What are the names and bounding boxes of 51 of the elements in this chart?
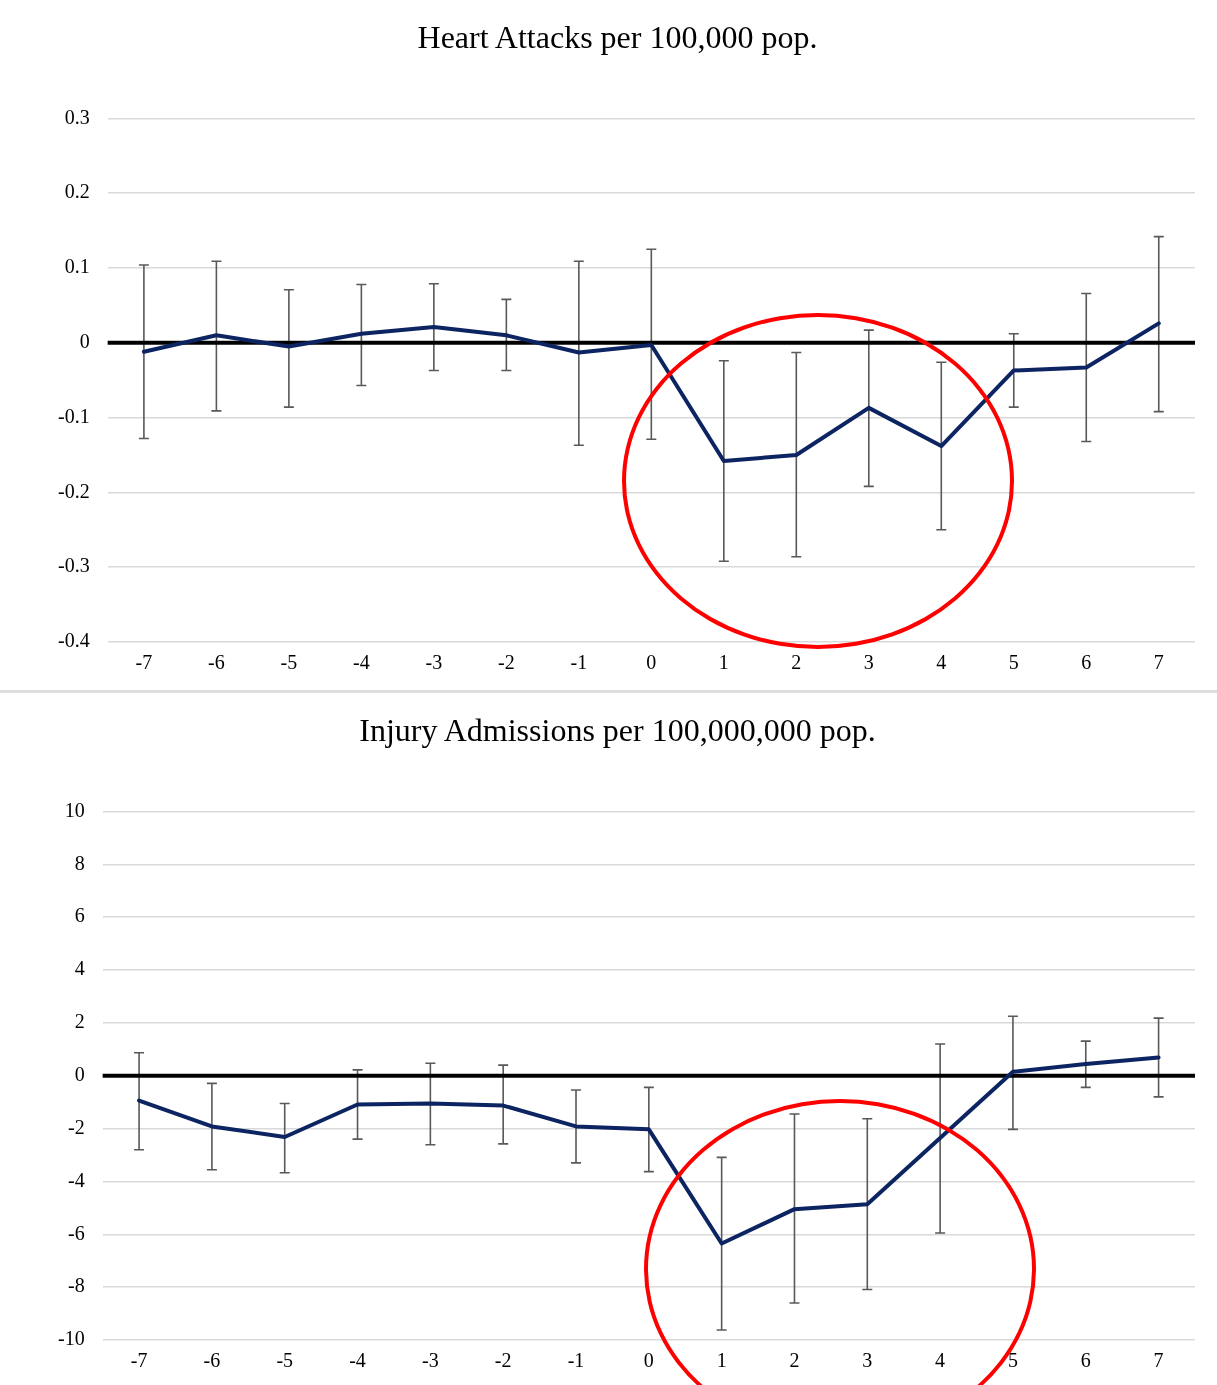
y-tick-label: 8 [74,851,85,874]
x-tick-label: 1 [716,1349,727,1372]
chart-title: Injury Admissions per 100,000,000 pop. [359,711,876,748]
x-tick-label: -3 [425,651,443,674]
y-tick-label: 0 [74,1062,85,1085]
x-tick-label: -2 [498,651,515,674]
x-tick-label: 3 [862,1349,873,1372]
x-tick-label: -1 [570,651,588,674]
y-tick-label: -8 [67,1274,85,1297]
y-tick-label: 4 [74,957,85,980]
y-tick-label: -0.4 [57,629,90,652]
y-tick-label: 0.2 [64,180,90,203]
x-tick-label: 0 [643,1349,654,1372]
chart-title: Heart Attacks per 100,000 pop. [417,18,818,55]
x-tick-label: 2 [791,651,802,674]
x-tick-label: -1 [567,1349,585,1372]
x-tick-label: -7 [135,651,153,674]
x-tick-label: -2 [494,1349,512,1372]
x-tick-label: -5 [280,651,298,674]
y-tick-label: 6 [74,904,85,927]
y-tick-label: -4 [67,1168,85,1191]
x-tick-label: -7 [130,1349,148,1372]
x-tick-label: 5 [1007,1349,1018,1372]
x-tick-label: 7 [1153,1349,1164,1372]
y-tick-label: -2 [67,1115,85,1138]
x-tick-label: -4 [353,651,370,674]
x-tick-label: -4 [349,1349,366,1372]
y-tick-label: -6 [67,1221,85,1244]
x-tick-label: 4 [935,1349,946,1372]
x-tick-label: 3 [863,651,874,674]
x-tick-label: -3 [422,1349,439,1372]
y-tick-label: -0.2 [57,479,90,502]
x-tick-label: -6 [203,1349,221,1372]
x-tick-label: 6 [1080,1349,1091,1372]
x-tick-label: 1 [718,651,729,674]
x-tick-label: -6 [208,651,225,674]
y-tick-label: 2 [74,1010,85,1033]
y-tick-label: 10 [64,798,85,821]
x-tick-label: -5 [276,1349,294,1372]
x-tick-label: 0 [646,651,657,674]
y-tick-label: -10 [57,1327,85,1350]
x-tick-label: 4 [936,651,947,674]
x-tick-label: 7 [1153,651,1164,674]
y-tick-label: -0.3 [57,554,90,577]
y-tick-label: 0 [79,330,90,353]
y-tick-label: 0.3 [64,105,90,128]
x-tick-label: 2 [789,1349,800,1372]
x-tick-label: 6 [1081,651,1092,674]
y-tick-label: -0.1 [57,404,90,427]
y-tick-label: 0.1 [64,255,90,278]
x-tick-label: 5 [1008,651,1019,674]
